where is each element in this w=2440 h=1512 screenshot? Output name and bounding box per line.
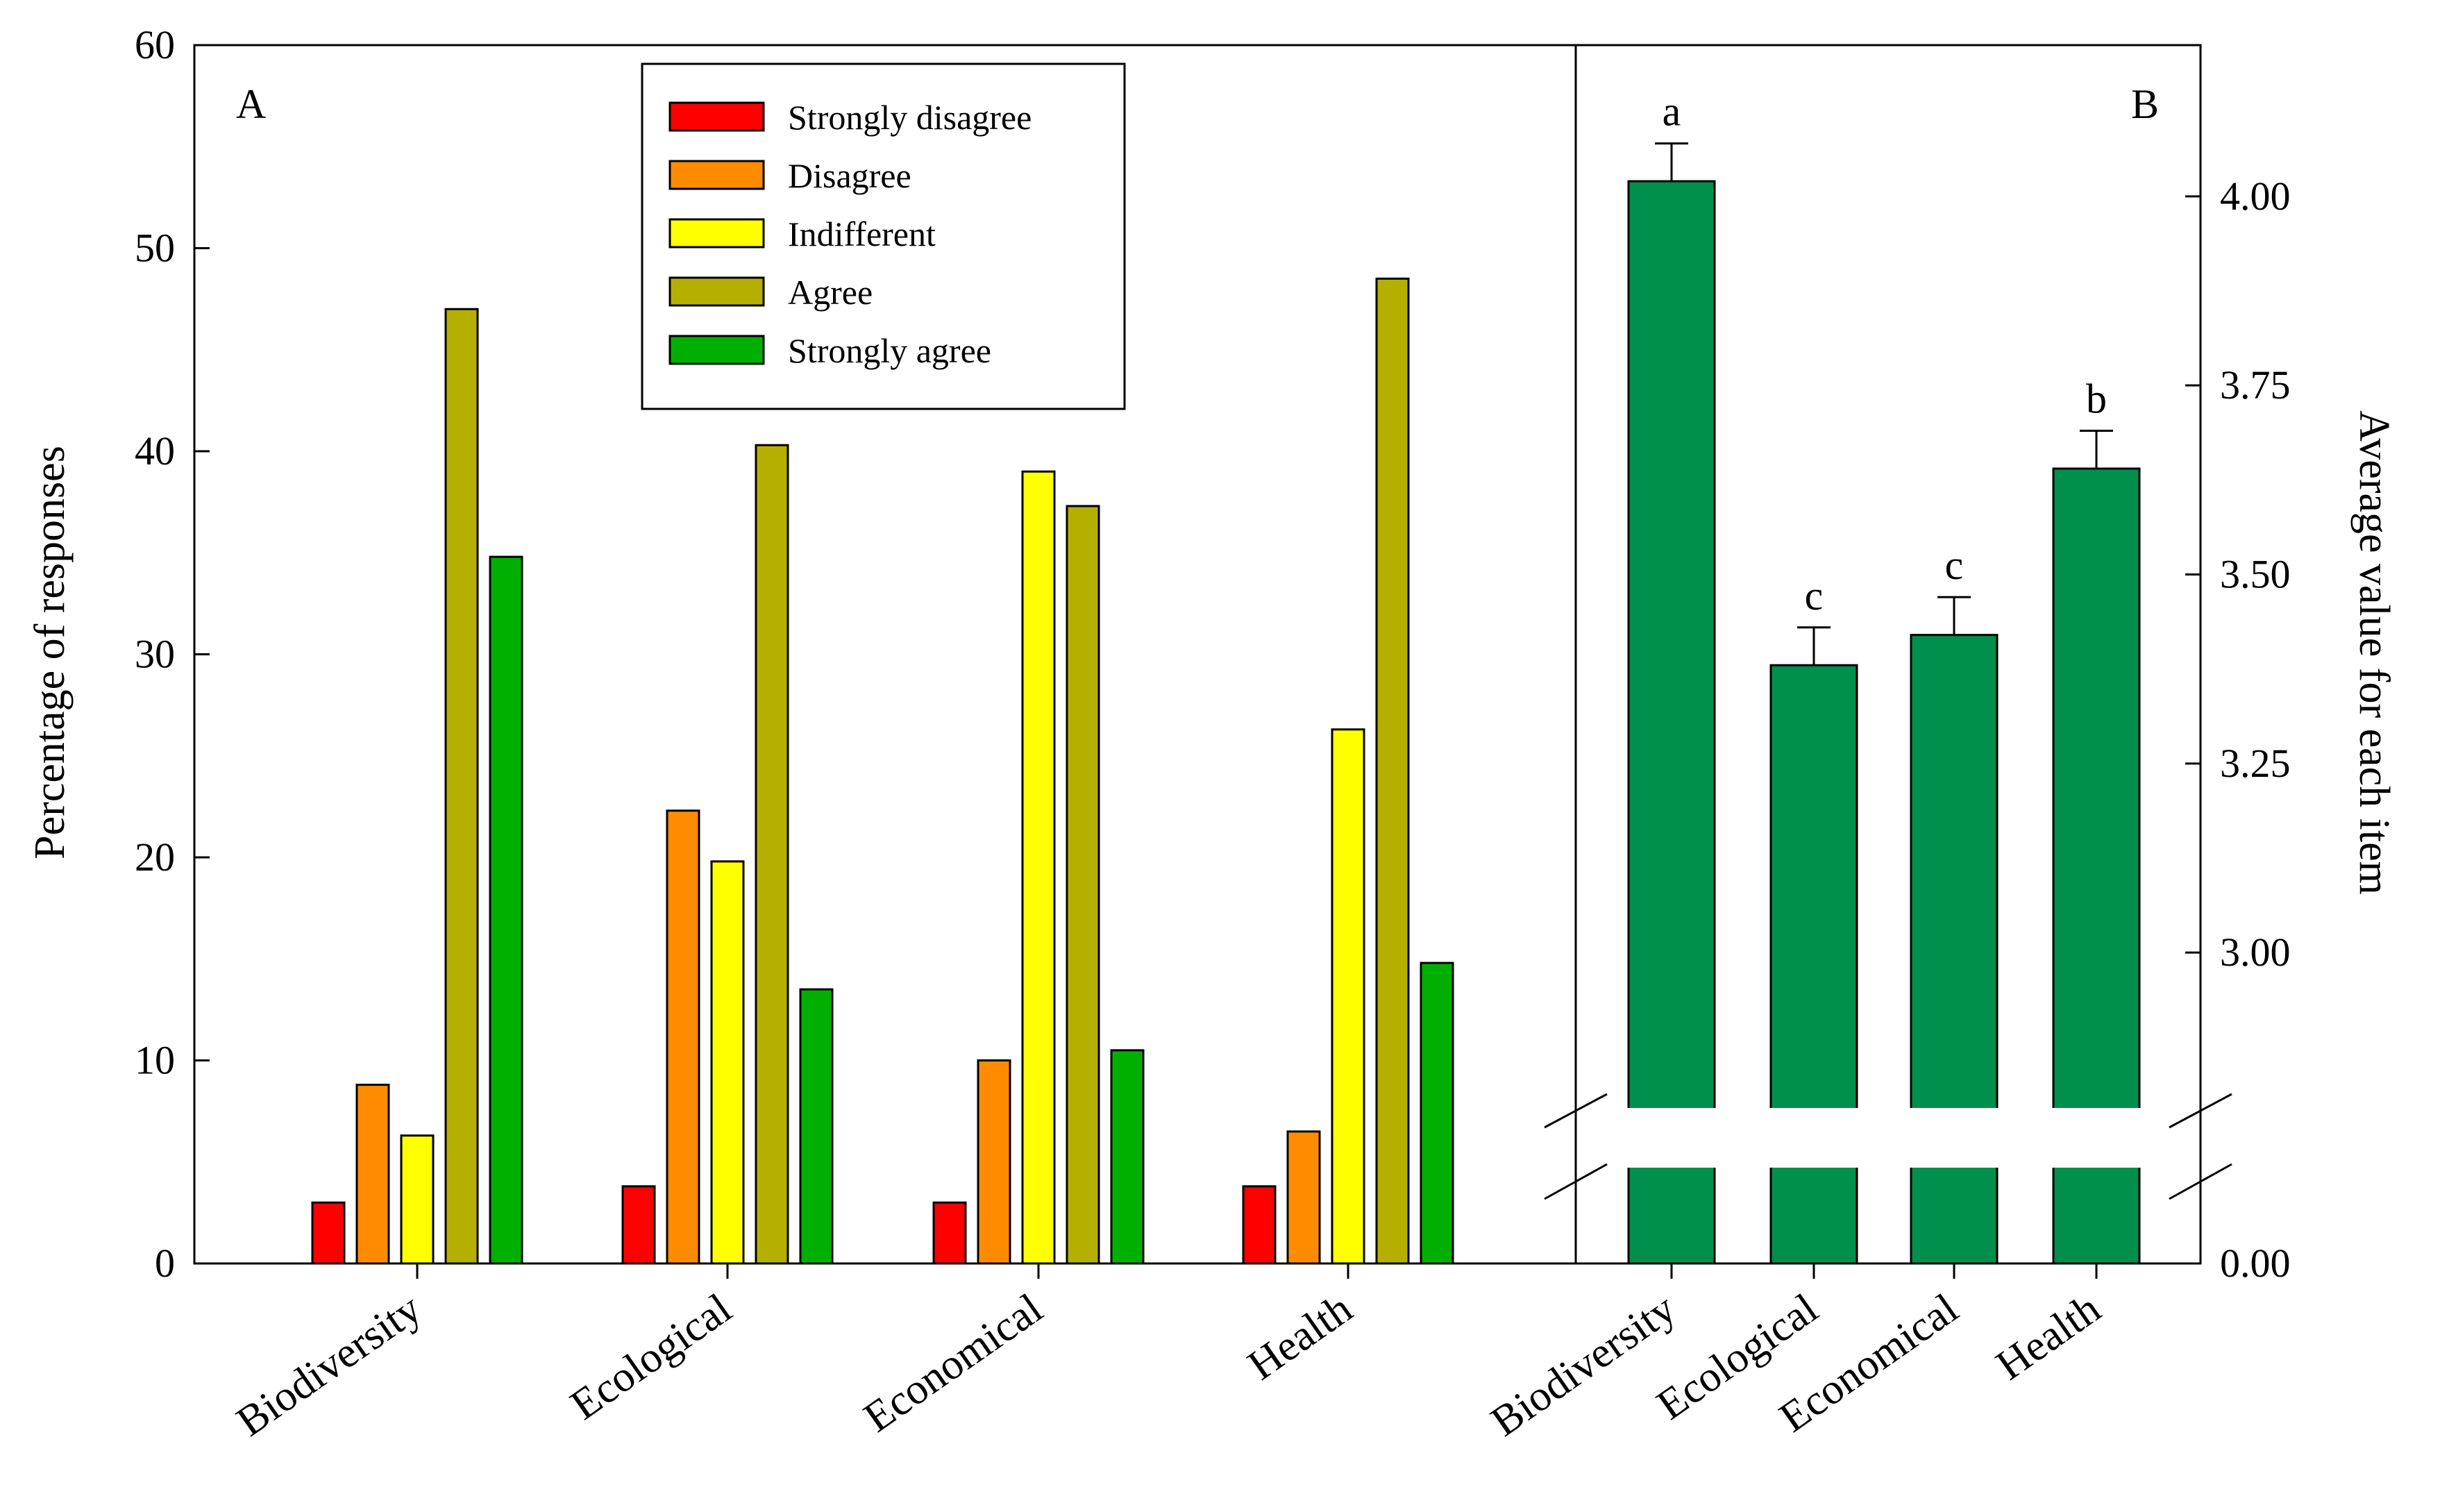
category-label-biodiversity: Biodiversity (228, 1285, 430, 1446)
y-tick-label: 30 (135, 632, 175, 677)
axis-break-mark-right-lower (2169, 1163, 2232, 1200)
bar-biodiversity-disagree (355, 1084, 390, 1265)
legend-swatch-strongly-agree (668, 335, 765, 365)
category-label-health: Health (1240, 1285, 1361, 1389)
bar-economical-agree (1066, 505, 1100, 1265)
bar-health-indifferent (1331, 728, 1365, 1265)
axis-break-mark-left-upper (1544, 1093, 1608, 1129)
panel-a: A Percentage of responses 0102030405060 … (26, 22, 1577, 1446)
panel-b: B Average value for each item 0.00 3.00 3.… (1483, 44, 2398, 1446)
panel-a-category-labels: Biodiversity Ecological Economical Health (228, 1285, 1361, 1446)
bar-health-disagree (1286, 1130, 1321, 1265)
bar-ecological-agree (755, 444, 789, 1265)
y-tick-label: 20 (135, 834, 175, 880)
panel-a-x-ticks (416, 1263, 1349, 1279)
legend-swatch-agree (668, 276, 765, 307)
bar-health-strongly-agree (1420, 961, 1454, 1265)
bar-biodiversity-strongly-disagree (311, 1201, 346, 1265)
bar-health-strongly-disagree (1242, 1185, 1277, 1265)
y-tick-label: 60 (135, 22, 175, 67)
bar-ecological-indifferent (710, 860, 745, 1265)
bar-health-agree (1375, 277, 1410, 1265)
axis-break-mark-right-upper (2169, 1093, 2232, 1129)
y-tick-label: 3.75 (2220, 362, 2291, 408)
category-label-b-biodiversity: Biodiversity (1483, 1285, 1684, 1446)
legend-label-disagree: Disagree (788, 156, 911, 195)
bar-ecological-strongly-disagree (621, 1185, 656, 1265)
panel-a-bars (311, 277, 1454, 1265)
legend-label-strongly-disagree: Strongly disagree (788, 98, 1032, 137)
bar-b-biodiversity (1627, 180, 1716, 1265)
y-tick-label: 4.00 (2220, 174, 2291, 219)
panel-a-y-ticks: 0 10 20 30 40 50 60 (135, 22, 210, 1286)
bar-economical-strongly-agree (1110, 1049, 1145, 1265)
bar-economical-indifferent (1021, 470, 1056, 1265)
category-label-ecological: Ecological (562, 1285, 740, 1429)
legend: Strongly disagree Disagree Indifferent Agre… (641, 62, 1126, 410)
bar-biodiversity-indifferent (400, 1134, 435, 1265)
panel-b-y-axis-title: Average value for each item (2350, 410, 2398, 895)
bar-biodiversity-strongly-agree (489, 555, 523, 1265)
bar-biodiversity-agree (444, 308, 479, 1265)
category-label-b-health: Health (1988, 1285, 2109, 1389)
axis-break-gap (1577, 1108, 2198, 1168)
y-tick-label: 0 (155, 1241, 175, 1286)
y-tick-label: 3.00 (2220, 930, 2291, 975)
legend-swatch-indifferent (668, 218, 765, 249)
panel-a-y-axis-title: Percentage of responses (26, 446, 74, 859)
y-tick-label: 10 (135, 1038, 175, 1083)
panel-a-label: A (236, 81, 266, 127)
significance-letter-biodiversity: a (1663, 89, 1681, 135)
legend-items: Strongly disagree Disagree Indifferent Agre… (668, 98, 1032, 370)
panel-b-axis-break (1544, 1093, 2232, 1200)
legend-label-indifferent: Indifferent (788, 215, 936, 253)
axis-break-mark-left-lower (1544, 1163, 1608, 1200)
significance-letter-ecological: c (1805, 573, 1824, 619)
y-tick-label: 3.25 (2220, 741, 2291, 786)
significance-letter-economical: c (1945, 542, 1964, 588)
panel-b-label: B (2131, 81, 2159, 127)
panel-b-bars: a c c b (1627, 89, 2141, 1265)
bar-economical-strongly-disagree (932, 1201, 967, 1265)
bar-b-ecological (1769, 664, 1858, 1265)
bar-ecological-strongly-agree (799, 988, 834, 1265)
panel-b-frame (1574, 44, 2202, 1265)
legend-label-strongly-agree: Strongly agree (788, 331, 991, 370)
category-label-economical: Economical (855, 1285, 1051, 1442)
bar-ecological-disagree (666, 809, 700, 1265)
significance-letter-health: b (2086, 376, 2107, 422)
y-tick-label: 40 (135, 428, 175, 473)
y-tick-label: 0.00 (2220, 1241, 2291, 1286)
y-tick-label: 3.50 (2220, 552, 2291, 597)
bar-b-economical (1910, 634, 1999, 1265)
legend-swatch-strongly-disagree (668, 101, 765, 132)
y-tick-label: 50 (135, 226, 175, 271)
panel-b-x-ticks (1670, 1263, 2098, 1279)
panel-b-y-ticks: 0.00 3.00 3.25 3.50 3.75 4.00 (2185, 174, 2291, 1286)
legend-swatch-disagree (668, 160, 765, 190)
bar-economical-disagree (977, 1059, 1011, 1265)
legend-label-agree: Agree (788, 273, 873, 312)
